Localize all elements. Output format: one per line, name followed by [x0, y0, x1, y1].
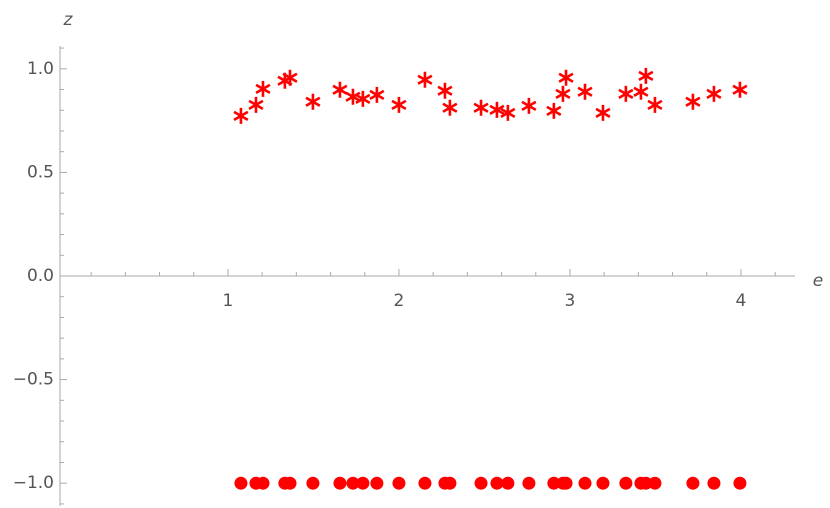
star-point [345, 88, 361, 105]
dot-point [370, 476, 384, 490]
star-point [647, 96, 663, 113]
dot-point [559, 476, 573, 490]
star-point [555, 85, 571, 102]
y-tick-label: 1.0 [27, 59, 54, 79]
dot-point [648, 476, 662, 490]
star-point [732, 81, 748, 98]
star-point [369, 86, 385, 103]
dot-point [547, 476, 561, 490]
dot-point [733, 476, 747, 490]
star-point [638, 67, 654, 84]
star-point [521, 97, 537, 114]
dot-point [283, 476, 297, 490]
dot-point [501, 476, 515, 490]
dot-point [333, 476, 347, 490]
dot-point [490, 476, 504, 490]
star-point [391, 96, 407, 113]
star-point [685, 93, 701, 110]
dot-point [639, 476, 653, 490]
y-tick-label: 0.0 [27, 266, 54, 286]
dot-point [686, 476, 700, 490]
dot-point [578, 476, 592, 490]
dot-point [418, 476, 432, 490]
dot-point [596, 476, 610, 490]
dot-point [619, 476, 633, 490]
star-point [248, 96, 264, 113]
star-point [633, 83, 649, 100]
dot-point [474, 476, 488, 490]
star-point [255, 80, 271, 97]
star-point [618, 85, 634, 102]
dot-point [234, 476, 248, 490]
dot-point [707, 476, 721, 490]
y-tick-label: 0.5 [27, 162, 54, 182]
star-point [282, 69, 298, 86]
dot-point [392, 476, 406, 490]
star-point [595, 104, 611, 121]
star-point [546, 102, 562, 119]
y-tick-label: −1.0 [13, 473, 54, 493]
star-point [355, 90, 371, 107]
star-point [558, 69, 574, 86]
star-point [442, 99, 458, 116]
dot-point [306, 476, 320, 490]
dot-point [256, 476, 270, 490]
star-point [577, 83, 593, 100]
star-point [473, 99, 489, 116]
star-point [500, 104, 516, 121]
x-tick-label: 4 [736, 291, 747, 311]
star-point [332, 81, 348, 98]
dot-point [346, 476, 360, 490]
y-axis-label: z [63, 10, 74, 30]
x-tick-label: 3 [565, 291, 576, 311]
star-point [706, 85, 722, 102]
x-tick-label: 2 [394, 291, 405, 311]
dot-point [356, 476, 370, 490]
dot-point [522, 476, 536, 490]
dot-point [443, 476, 457, 490]
star-point [437, 82, 453, 99]
star-point [489, 101, 505, 118]
x-axis-label: e [813, 271, 823, 291]
x-tick-label: 1 [223, 291, 234, 311]
star-point [233, 107, 249, 124]
star-point [417, 71, 433, 88]
star-point [305, 93, 321, 110]
y-tick-label: −0.5 [13, 370, 54, 390]
